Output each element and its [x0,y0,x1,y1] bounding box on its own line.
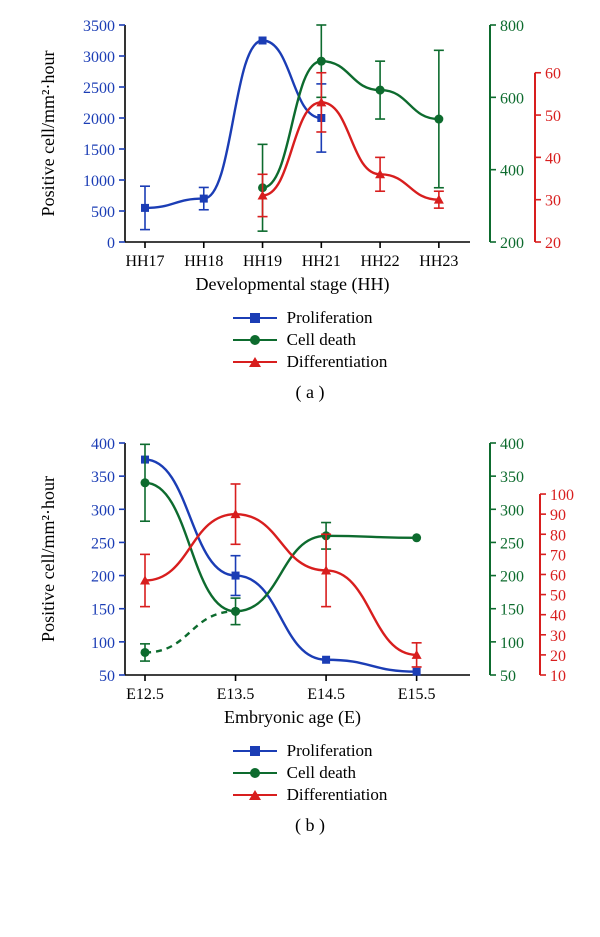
chart-b-caption: ( b ) [10,815,600,836]
chart-a-svg: 0 500 1000 1500 2000 2500 3000 3500 200 400 600 800… [30,10,590,300]
legend-proliferation: Proliferation [233,741,388,761]
legend-label: Proliferation [287,308,373,328]
svg-text:350: 350 [91,469,115,486]
chart-a-block: 0 500 1000 1500 2000 2500 3000 3500 200 400 600 800… [10,10,600,403]
svg-text:100: 100 [91,635,115,652]
legend-label: Proliferation [287,741,373,761]
legend-celldeath: Cell death [233,763,388,783]
svg-text:150: 150 [91,602,115,619]
legend-differentiation: Differentiation [233,352,388,372]
svg-text:200: 200 [500,235,524,252]
svg-text:60: 60 [545,66,561,83]
legend-celldeath: Cell death [233,330,388,350]
chart-b-legend: Proliferation Cell death Differentiation [233,741,388,805]
chart-a-caption: ( a ) [10,382,600,403]
svg-text:Positive cell/mm²·hour: Positive cell/mm²·hour [38,476,58,642]
svg-text:400: 400 [91,436,115,453]
svg-text:E13.5: E13.5 [217,686,255,703]
chart-a-legend: Proliferation Cell death Differentiation [233,308,388,372]
svg-text:3500: 3500 [83,18,115,35]
svg-text:40: 40 [550,608,566,625]
legend-label: Differentiation [287,352,388,372]
svg-text:E14.5: E14.5 [307,686,345,703]
svg-text:HH23: HH23 [419,253,458,270]
svg-text:40: 40 [545,150,561,167]
svg-text:0: 0 [107,235,115,252]
svg-text:600: 600 [500,90,524,107]
svg-text:500: 500 [91,204,115,221]
svg-text:50: 50 [550,588,566,605]
svg-text:2000: 2000 [83,111,115,128]
svg-text:150: 150 [500,602,524,619]
svg-text:100: 100 [550,487,574,504]
svg-text:50: 50 [500,668,516,685]
svg-text:HH22: HH22 [361,253,400,270]
legend-proliferation: Proliferation [233,308,388,328]
svg-text:HH19: HH19 [243,253,282,270]
svg-text:3000: 3000 [83,49,115,66]
legend-label: Cell death [287,763,356,783]
svg-text:50: 50 [545,108,561,125]
svg-text:Embryonic age (E): Embryonic age (E) [224,707,361,728]
svg-text:HH18: HH18 [184,253,223,270]
svg-text:1000: 1000 [83,173,115,190]
svg-text:10: 10 [550,668,566,685]
svg-text:E15.5: E15.5 [398,686,436,703]
svg-text:30: 30 [550,628,566,645]
svg-text:Positive cell/mm²·hour: Positive cell/mm²·hour [38,51,58,217]
svg-text:20: 20 [545,235,561,252]
svg-text:20: 20 [550,648,566,665]
svg-text:60: 60 [550,567,566,584]
svg-text:300: 300 [500,502,524,519]
svg-text:HH21: HH21 [302,253,341,270]
svg-text:800: 800 [500,18,524,35]
svg-text:200: 200 [500,569,524,586]
svg-text:250: 250 [91,535,115,552]
svg-text:400: 400 [500,436,524,453]
svg-text:70: 70 [550,547,566,564]
svg-text:90: 90 [550,507,566,524]
svg-text:1500: 1500 [83,142,115,159]
svg-text:250: 250 [500,535,524,552]
svg-text:80: 80 [550,527,566,544]
svg-text:2500: 2500 [83,80,115,97]
chart-b-block: 50 100 150 200 250 300 350 400 50 100 150 200 250 300… [10,428,600,836]
legend-label: Cell death [287,330,356,350]
legend-label: Differentiation [287,785,388,805]
svg-text:Developmental stage (HH): Developmental stage (HH) [196,274,390,295]
svg-text:200: 200 [91,569,115,586]
svg-text:100: 100 [500,635,524,652]
svg-text:400: 400 [500,163,524,180]
legend-differentiation: Differentiation [233,785,388,805]
svg-text:E12.5: E12.5 [126,686,164,703]
svg-text:350: 350 [500,469,524,486]
chart-b-svg: 50 100 150 200 250 300 350 400 50 100 150 200 250 300… [30,428,590,733]
svg-text:HH17: HH17 [125,253,164,270]
svg-text:50: 50 [99,668,115,685]
svg-text:300: 300 [91,502,115,519]
svg-text:30: 30 [545,193,561,210]
